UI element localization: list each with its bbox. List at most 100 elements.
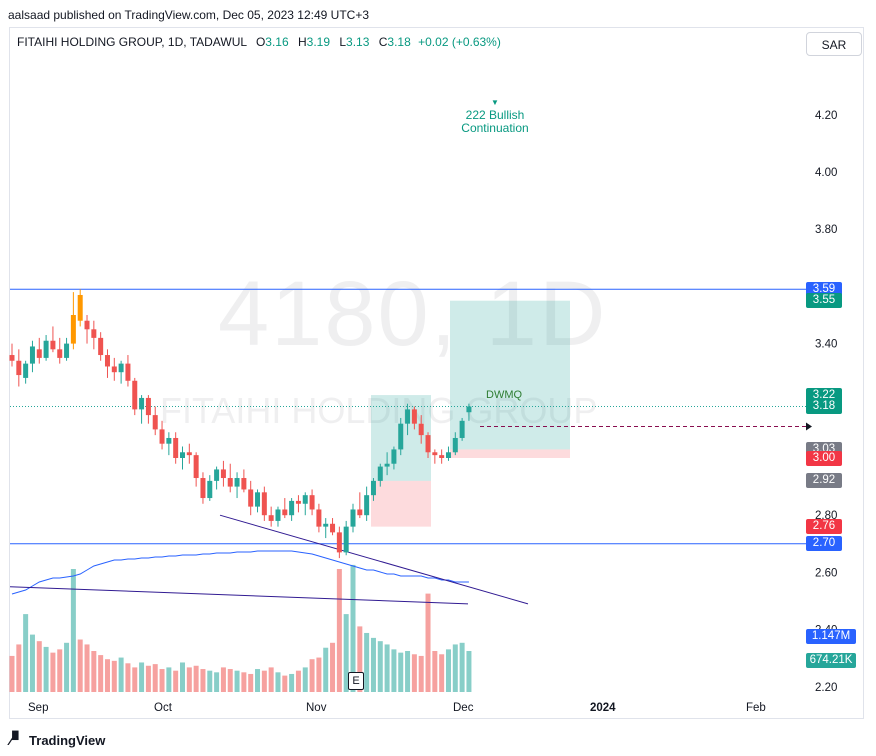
volume-bar (466, 651, 472, 692)
dwmq-label: DWMQ (486, 389, 523, 401)
legend-close: 3.18 (387, 35, 411, 49)
volume-bar (370, 637, 376, 692)
volume-bar (384, 644, 390, 692)
x-tick-label: Oct (154, 702, 173, 714)
volume-bar (425, 593, 431, 692)
x-tick-label: Sep (28, 702, 48, 714)
trendline-down (219, 514, 529, 605)
legend-high: 3.19 (306, 35, 331, 49)
legend-low-label: L (339, 35, 347, 49)
volume-bar (343, 614, 349, 692)
volume-bar (261, 670, 267, 692)
tradingview-logo-icon: ⁄▘ (10, 732, 25, 749)
candle-body (214, 469, 220, 481)
candle-body (323, 523, 329, 527)
volume-bar (23, 614, 29, 692)
volume-bar (220, 667, 226, 692)
volume-bar (295, 670, 301, 692)
pattern-arrow-icon: ▼ (491, 98, 499, 107)
chart-frame[interactable] (9, 27, 864, 719)
candle-body (152, 415, 158, 430)
candle-body (159, 429, 165, 444)
price-axis-tag: 1.147M (806, 628, 856, 644)
candle-body (220, 469, 226, 479)
candle-body (166, 437, 172, 444)
pattern-label: ▼ 222 Bullish Continuation (450, 95, 540, 135)
legend-close-label: C (378, 35, 388, 49)
volume-bar (57, 649, 63, 692)
legend-open-label: O (255, 35, 266, 49)
volume-bar (432, 651, 438, 692)
volume-bar (439, 654, 445, 692)
volume-bar (357, 626, 363, 692)
candle-body (309, 495, 315, 510)
volume-bar (459, 642, 465, 692)
volume-bar (9, 655, 15, 692)
candle-body (405, 409, 411, 424)
volume-bar (336, 569, 342, 692)
stop-zone-1 (371, 480, 431, 527)
candle-body (398, 423, 404, 450)
volume-bar (255, 669, 261, 692)
volume-bar (64, 642, 70, 692)
candle-body (145, 397, 151, 416)
volume-bar (84, 644, 90, 692)
candle-body (295, 500, 301, 504)
candle-body (370, 480, 376, 496)
price-axis-tag: 3.59 (806, 281, 842, 297)
candle-body (316, 509, 322, 527)
volume-bar (316, 657, 322, 692)
volume-bar (364, 632, 370, 692)
volume-bar (227, 669, 233, 692)
y-tick-label: 4.00 (815, 167, 837, 179)
x-tick-label: Nov (306, 702, 327, 714)
volume-bar (104, 659, 110, 692)
candle-body (173, 437, 179, 458)
candle-body (343, 526, 349, 553)
volume-bar (193, 665, 199, 692)
candle-body (91, 329, 97, 338)
volume-bar (302, 667, 308, 692)
candle-body (377, 466, 383, 481)
volume-bar (125, 663, 131, 692)
volume-bar (91, 651, 97, 692)
candle-body (268, 515, 274, 521)
target-zone-2 (450, 300, 570, 450)
volume-bar (152, 664, 158, 692)
volume-bar (377, 641, 383, 692)
volume-bar (77, 639, 83, 692)
price-axis-tag: 3.18 (806, 399, 842, 415)
symbol-legend: FITAIHI HOLDING GROUP, 1D, TADAWUL O3.16… (17, 35, 501, 49)
y-tick-label: 2.20 (815, 682, 837, 694)
candle-body (23, 363, 29, 378)
candle-body (289, 500, 295, 516)
earnings-event-marker[interactable]: E (348, 672, 364, 690)
x-tick-label: Feb (746, 702, 766, 714)
volume-bar (330, 642, 336, 692)
y-tick-label: 3.40 (815, 339, 837, 351)
volume-bar (36, 641, 42, 692)
candle-body (50, 340, 56, 350)
y-tick-label: 4.20 (815, 110, 837, 122)
price-axis-tag: 2.70 (806, 536, 842, 552)
volume-bar (98, 655, 104, 692)
volume-bar (418, 655, 424, 692)
currency-button[interactable]: SAR (806, 32, 862, 56)
volume-bar (166, 667, 172, 692)
candle-body (77, 294, 83, 321)
candle-body (84, 320, 90, 330)
candle-body (200, 478, 206, 499)
candle-body (98, 337, 104, 356)
trendline-lower (9, 586, 469, 605)
volume-bar (275, 672, 281, 692)
x-tick-label: Dec (453, 702, 474, 714)
volume-bar (398, 652, 404, 692)
candle-body (9, 355, 15, 361)
publish-header: aalsaad published on TradingView.com, De… (8, 8, 370, 22)
x-tick-label: 2024 (590, 702, 616, 714)
volume-bar (207, 670, 213, 692)
candle-body (336, 532, 342, 553)
volume-bar (214, 672, 220, 692)
candle-body (180, 452, 185, 458)
